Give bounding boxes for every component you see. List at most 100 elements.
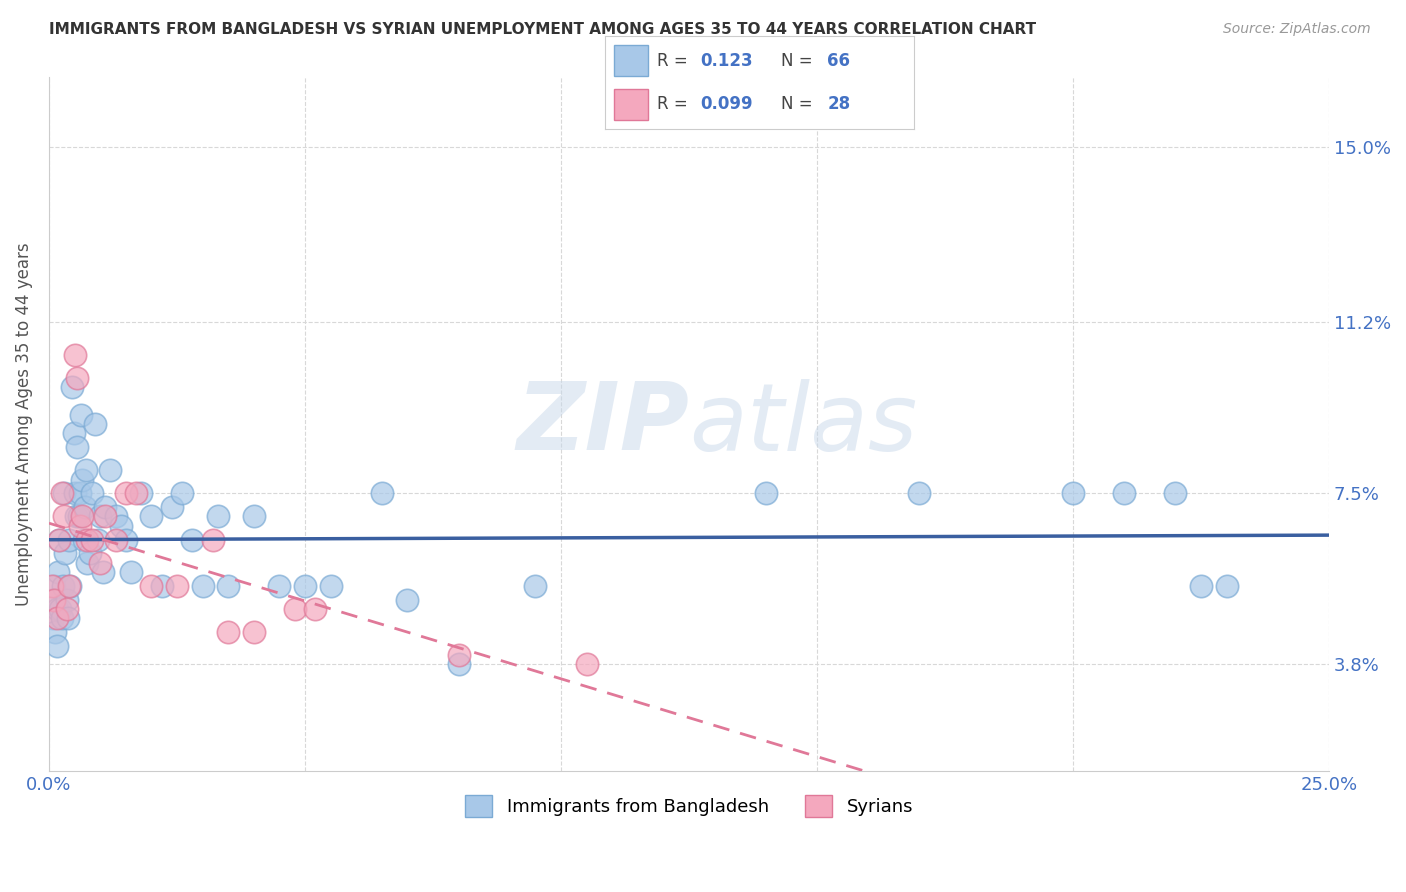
Point: [51, 611, 73, 625]
Text: N =: N =: [780, 52, 813, 70]
Point: [191, 579, 214, 593]
Point: [58, 579, 80, 593]
Point: [63, 348, 86, 362]
Point: [181, 533, 204, 547]
Point: [53, 509, 76, 524]
Point: [65, 509, 87, 524]
Text: Source: ZipAtlas.com: Source: ZipAtlas.com: [1223, 22, 1371, 37]
Text: R =: R =: [657, 95, 688, 113]
Text: R =: R =: [657, 52, 688, 70]
Point: [69, 486, 91, 500]
Point: [120, 565, 142, 579]
Point: [91, 565, 114, 579]
Text: atlas: atlas: [689, 378, 917, 469]
Point: [44, 625, 66, 640]
Text: 66: 66: [827, 52, 851, 70]
Point: [908, 486, 931, 500]
Text: N =: N =: [780, 95, 813, 113]
Point: [75, 463, 97, 477]
Point: [66, 371, 89, 385]
Point: [73, 500, 96, 515]
Point: [45, 611, 67, 625]
Point: [69, 518, 91, 533]
Point: [217, 625, 239, 640]
Y-axis label: Unemployment Among Ages 35 to 44 years: Unemployment Among Ages 35 to 44 years: [15, 243, 32, 606]
Point: [114, 533, 136, 547]
Point: [172, 486, 194, 500]
Point: [52, 579, 75, 593]
Point: [59, 579, 82, 593]
Point: [86, 533, 108, 547]
Legend: Immigrants from Bangladesh, Syrians: Immigrants from Bangladesh, Syrians: [458, 788, 920, 824]
FancyBboxPatch shape: [614, 45, 648, 76]
Point: [89, 556, 111, 570]
Point: [42, 611, 65, 625]
Point: [150, 579, 173, 593]
Point: [284, 602, 307, 616]
Point: [42, 579, 65, 593]
Point: [104, 533, 127, 547]
Point: [1189, 579, 1212, 593]
Point: [56, 592, 79, 607]
Point: [447, 648, 470, 662]
Point: [242, 625, 264, 640]
Point: [73, 533, 96, 547]
FancyBboxPatch shape: [614, 89, 648, 120]
Point: [94, 500, 117, 515]
Text: 0.099: 0.099: [700, 95, 754, 113]
Point: [53, 486, 76, 500]
Point: [304, 602, 326, 616]
Point: [141, 509, 163, 524]
Point: [79, 546, 101, 560]
Text: 0.123: 0.123: [700, 52, 754, 70]
Point: [63, 486, 86, 500]
Point: [160, 500, 183, 515]
Point: [48, 533, 70, 547]
Point: [72, 473, 94, 487]
Point: [76, 556, 98, 570]
Point: [1062, 486, 1084, 500]
Point: [1215, 579, 1237, 593]
Point: [201, 533, 224, 547]
Point: [72, 509, 94, 524]
Point: [41, 592, 63, 607]
Point: [42, 592, 65, 607]
Point: [94, 509, 117, 524]
Point: [242, 509, 264, 524]
Point: [46, 565, 69, 579]
Point: [82, 486, 104, 500]
Point: [56, 602, 79, 616]
Point: [51, 486, 73, 500]
Point: [1164, 486, 1187, 500]
Point: [166, 579, 188, 593]
Point: [45, 602, 67, 616]
Point: [104, 509, 127, 524]
Point: [396, 592, 419, 607]
Point: [114, 486, 136, 500]
Point: [49, 602, 72, 616]
Point: [69, 408, 91, 422]
Text: 28: 28: [827, 95, 851, 113]
Point: [89, 509, 111, 524]
Point: [319, 579, 342, 593]
Point: [110, 518, 132, 533]
Point: [66, 440, 89, 454]
Point: [48, 533, 70, 547]
Point: [575, 657, 598, 672]
Point: [447, 657, 470, 672]
Point: [524, 579, 547, 593]
Point: [67, 509, 90, 524]
Point: [129, 486, 152, 500]
Point: [207, 509, 229, 524]
Point: [100, 463, 122, 477]
Text: ZIP: ZIP: [516, 378, 689, 470]
Point: [58, 611, 80, 625]
Point: [60, 380, 83, 394]
Point: [58, 533, 80, 547]
Point: [371, 486, 394, 500]
Point: [84, 417, 107, 431]
Point: [53, 546, 76, 560]
Point: [217, 579, 239, 593]
Text: IMMIGRANTS FROM BANGLADESH VS SYRIAN UNEMPLOYMENT AMONG AGES 35 TO 44 YEARS CORR: IMMIGRANTS FROM BANGLADESH VS SYRIAN UNE…: [49, 22, 1036, 37]
Point: [1114, 486, 1136, 500]
